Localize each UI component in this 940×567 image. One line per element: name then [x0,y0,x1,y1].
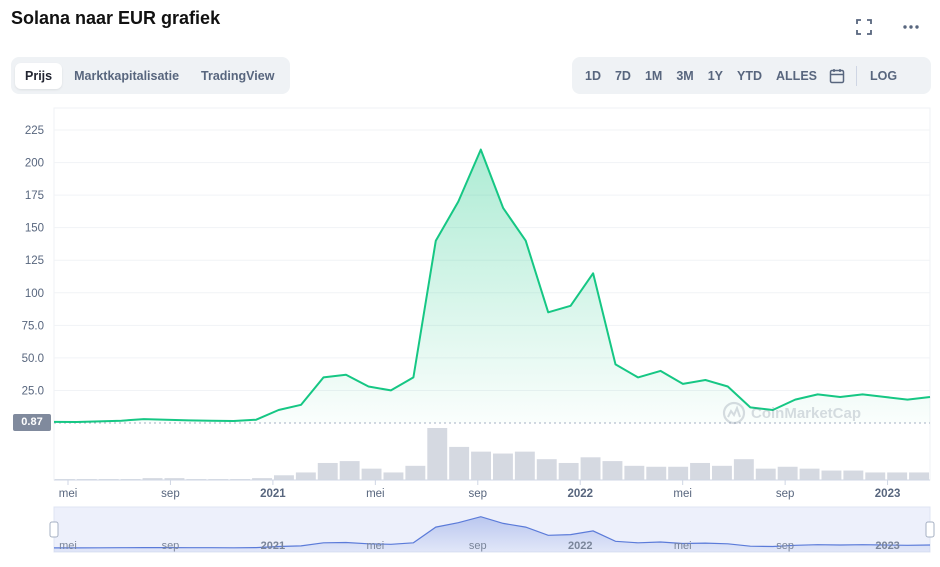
log-toggle[interactable]: LOG [870,68,898,83]
chart-type-tabs: Prijs Marktkapitalisatie TradingView [11,57,291,94]
y-tick-label: 50.0 [22,353,44,365]
current-price-label: 0.87 [13,414,51,431]
y-tick-label: 100 [25,288,44,300]
volume-bar [186,479,207,480]
y-tick-label: 175 [25,190,44,202]
volume-bar [843,470,864,480]
navigator-tick-label: sep [776,540,794,552]
volume-bar [690,462,710,480]
range-7d[interactable]: 7D [614,68,631,83]
x-tick-label: 2021 [260,488,286,500]
volume-bar [98,479,119,480]
volume-bar [405,465,426,480]
volume-bar [383,472,404,480]
volume-bar [536,459,557,480]
tab-tradingview[interactable]: TradingView [201,68,275,83]
navigator-tick-label: 2021 [261,540,285,552]
volume-bar [252,478,272,480]
volume-bar [361,468,382,480]
navigator-tick-label: 2023 [875,540,899,552]
navigator-tick-label: sep [469,540,487,552]
volume-bar [887,472,908,480]
expand-icon[interactable] [853,16,875,38]
volume-bar [712,465,732,480]
x-tick-label: sep [469,488,488,500]
volume-bar [668,466,689,480]
range-1m[interactable]: 1M [644,68,663,83]
x-tick-label: 2022 [567,488,593,500]
volume-bar [558,462,579,480]
navigator-tick-label: 2022 [568,540,592,552]
navigator-handle-left[interactable] [49,521,59,538]
navigator-tick-label: sep [162,540,180,552]
x-tick-label: mei [673,488,692,500]
volume-bar [471,451,491,480]
volume-bar [580,457,601,480]
watermark: CoinMarketCap [722,401,861,425]
tab-marktkapitalisatie[interactable]: Marktkapitalisatie [74,68,180,83]
volume-bar [821,470,842,480]
y-tick-label: 150 [25,223,44,235]
volume-bar [427,428,448,480]
volume-bar [76,479,97,480]
tab-prijs[interactable]: Prijs [15,62,63,89]
y-tick-label: 125 [25,255,44,267]
navigator-tick-label: mei [366,540,384,552]
volume-bar [274,475,294,480]
volume-bar [799,468,820,480]
volume-bar [493,453,513,480]
x-tick-label: mei [59,488,78,500]
x-tick-label: sep [161,488,180,500]
volume-bar [755,468,776,480]
volume-bar [295,472,316,480]
volume-bar [449,446,470,480]
watermark-text: CoinMarketCap [751,404,862,422]
range-ytd[interactable]: YTD [737,68,763,83]
coinmarketcap-logo-icon [722,401,746,425]
price-line [53,148,931,423]
range-1y[interactable]: 1Y [707,68,724,83]
range-1d[interactable]: 1D [585,68,601,83]
x-tick-label: mei [366,488,385,500]
navigator-handle-right[interactable] [925,521,935,538]
volume-bar [164,478,185,480]
volume-bar [602,461,623,480]
volume-bar [646,466,667,480]
volume-bar [865,472,886,480]
more-horizontal-icon[interactable] [900,16,922,38]
volume-bar [909,472,929,480]
navigator-tick-label: mei [674,540,692,552]
volume-bar [777,466,798,480]
navigator-line [54,516,931,549]
volume-bar [624,465,645,480]
y-tick-label: 75.0 [22,320,44,332]
y-tick-label: 25.0 [22,385,44,397]
calendar-icon-svg [829,68,845,83]
calendar-icon[interactable] [824,63,850,89]
range-divider [856,65,857,86]
volume-bar [55,479,75,480]
navigator-area-fill [54,516,930,552]
navigator-tick-label: mei [59,540,77,552]
volume-bar [208,479,229,480]
chart-title: Solana naar EUR grafiek [11,8,221,28]
more-icon-svg [903,25,919,29]
y-tick-label: 225 [25,125,44,137]
volume-bar [230,479,251,480]
x-tick-label: sep [776,488,795,500]
volume-bar [317,462,338,480]
x-tick-label: 2023 [875,488,901,500]
price-area-fill [54,149,930,423]
volume-bar [733,459,754,480]
volume-bar [142,478,163,480]
expand-icon-svg [856,19,872,35]
volume-bar [120,479,141,480]
navigator-background [53,506,931,553]
volume-bar [339,461,360,480]
range-3m[interactable]: 3M [676,68,694,83]
volume-bar [514,451,535,480]
range-alles[interactable]: ALLES [776,68,817,83]
y-tick-label: 200 [25,158,44,170]
time-range-selector: 1D 7D 1M 3M 1Y YTD ALLES LOG [572,57,931,94]
